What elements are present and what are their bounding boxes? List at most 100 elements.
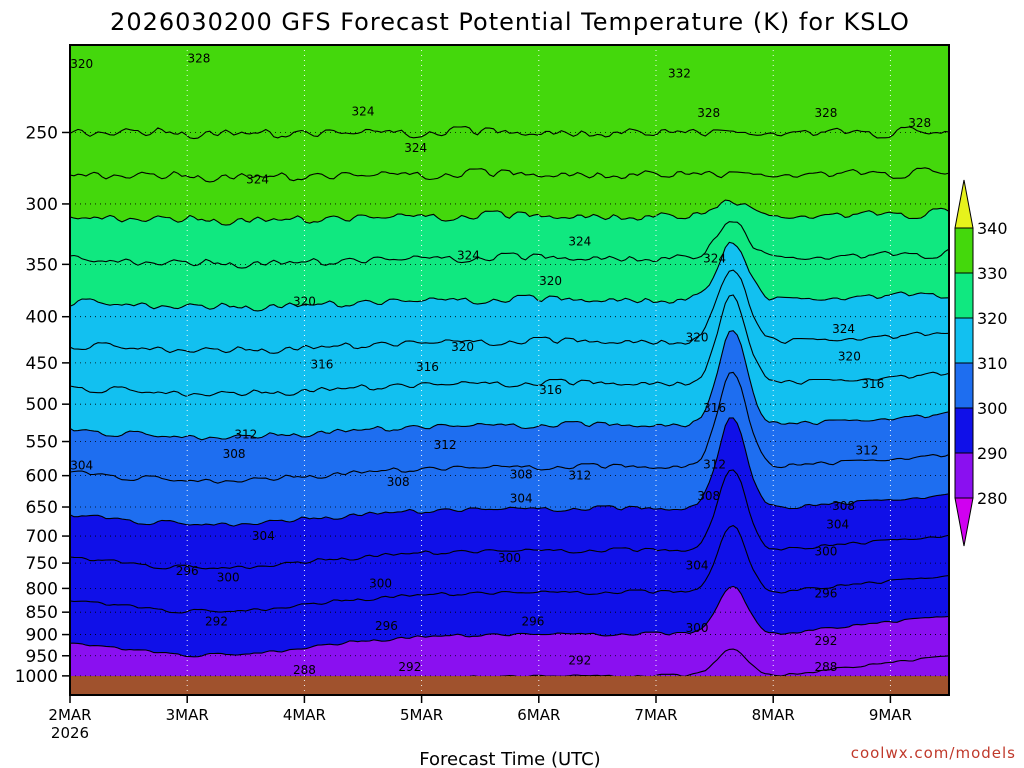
contour-label: 320 xyxy=(539,274,562,288)
y-tick-label: 400 xyxy=(26,308,58,328)
y-tick-label: 900 xyxy=(26,626,58,646)
contour-332 xyxy=(70,167,949,183)
contour-label: 292 xyxy=(398,660,421,674)
x-tick-label: 4MAR xyxy=(283,706,326,724)
legend-label: 330 xyxy=(977,264,1008,283)
contour-320 xyxy=(70,241,949,312)
contour-label: 296 xyxy=(814,586,837,600)
contour-300 xyxy=(70,417,949,527)
contour-label: 316 xyxy=(539,383,562,397)
contour-label: 320 xyxy=(293,295,316,309)
y-tick-label: 550 xyxy=(26,433,58,453)
y-tick-label: 950 xyxy=(26,647,58,667)
contour-label: 300 xyxy=(369,576,392,590)
y-tick-label: 800 xyxy=(26,579,58,599)
contour-label: 296 xyxy=(176,564,199,578)
contour-label: 308 xyxy=(697,489,720,503)
x-tick-label: 2MAR xyxy=(48,706,91,724)
contour-label: 328 xyxy=(697,106,720,120)
contour-label: 288 xyxy=(293,663,316,677)
contour-label: 308 xyxy=(387,475,410,489)
contour-label: 308 xyxy=(832,499,855,513)
x-tick-label: 8MAR xyxy=(752,706,795,724)
contour-284 xyxy=(70,648,949,695)
y-tick-label: 500 xyxy=(26,395,58,415)
contour-label: 328 xyxy=(908,116,931,130)
chart-title: 2026030200 GFS Forecast Potential Temper… xyxy=(110,8,910,36)
contour-label: 300 xyxy=(686,621,709,635)
contour-label: 300 xyxy=(498,551,521,565)
contour-label: 316 xyxy=(416,360,439,374)
y-tick-label: 1000 xyxy=(15,667,58,687)
y-tick-label: 300 xyxy=(26,195,58,215)
contour-304 xyxy=(70,371,949,484)
contour-288 xyxy=(70,585,949,658)
contour-label: 308 xyxy=(223,447,246,461)
x-axis-year: 2026 xyxy=(51,724,89,742)
contour-292 xyxy=(70,524,949,614)
contour-label: 304 xyxy=(70,459,93,473)
legend-swatch-320 xyxy=(954,272,974,319)
x-tick-label: 9MAR xyxy=(869,706,912,724)
contour-316 xyxy=(70,269,949,354)
x-tick-label: 3MAR xyxy=(166,706,209,724)
legend-swatch-310 xyxy=(954,317,974,364)
legend-label: 290 xyxy=(977,444,1008,463)
y-tick-label: 250 xyxy=(26,123,58,143)
y-tick-label: 700 xyxy=(26,527,58,547)
contour-label: 320 xyxy=(451,340,474,354)
legend-label: 320 xyxy=(977,309,1008,328)
contour-label: 320 xyxy=(686,331,709,345)
contour-label: 296 xyxy=(375,619,398,633)
contour-label: 328 xyxy=(814,106,837,120)
legend-swatch-under xyxy=(954,497,974,547)
contour-label: 292 xyxy=(814,634,837,648)
color-legend: 280 290 300 310 320 330 340 xyxy=(954,179,1008,547)
contour-label: 312 xyxy=(234,427,257,441)
contour-label: 316 xyxy=(311,358,334,372)
theta-contours xyxy=(70,126,949,695)
y-tick-label: 750 xyxy=(26,554,58,574)
contour-label: 292 xyxy=(205,614,228,628)
y-axis-ticks: 250 300 350 400 450 500 550 600 650 700 750 800 850 9… xyxy=(15,123,70,687)
x-tick-label: 6MAR xyxy=(517,706,560,724)
contour-label: 288 xyxy=(814,660,837,674)
contour-label: 320 xyxy=(70,57,93,71)
contour-label: 312 xyxy=(434,438,457,452)
contour-312 xyxy=(70,294,949,397)
legend-label: 340 xyxy=(977,219,1008,238)
x-tick-label: 5MAR xyxy=(400,706,443,724)
contour-label: 324 xyxy=(568,234,591,248)
contour-label: 332 xyxy=(668,66,691,80)
legend-label: 280 xyxy=(977,489,1008,508)
y-tick-label: 600 xyxy=(26,467,58,487)
y-tick-label: 850 xyxy=(26,603,58,623)
contour-label: 316 xyxy=(861,377,884,391)
contour-label: 324 xyxy=(457,248,480,262)
contour-label: 312 xyxy=(568,469,591,483)
contour-label: 304 xyxy=(252,529,275,543)
contour-308 xyxy=(70,330,949,441)
credit-text: coolwx.com/models xyxy=(851,744,1016,762)
contour-label: 324 xyxy=(352,105,375,119)
ground-surface xyxy=(70,676,949,695)
x-axis-ticks: 2MAR 3MAR 4MAR 5MAR 6MAR 7MAR 8MAR 9MAR xyxy=(48,695,912,724)
contour-label: 324 xyxy=(703,252,726,266)
contour-label: 324 xyxy=(404,141,427,155)
x-tick-label: 7MAR xyxy=(634,706,677,724)
legend-swatch-330 xyxy=(954,227,974,274)
legend-swatch-300 xyxy=(954,362,974,409)
grid-lines xyxy=(70,45,949,695)
contour-296 xyxy=(70,469,949,570)
contour-label: 312 xyxy=(703,457,726,471)
y-tick-label: 450 xyxy=(26,354,58,374)
contour-label: 300 xyxy=(217,570,240,584)
legend-swatch-290 xyxy=(954,407,974,454)
contour-label: 300 xyxy=(814,544,837,558)
contour-324 xyxy=(70,221,949,269)
contour-336 xyxy=(70,126,949,140)
contour-label: 312 xyxy=(856,444,879,458)
